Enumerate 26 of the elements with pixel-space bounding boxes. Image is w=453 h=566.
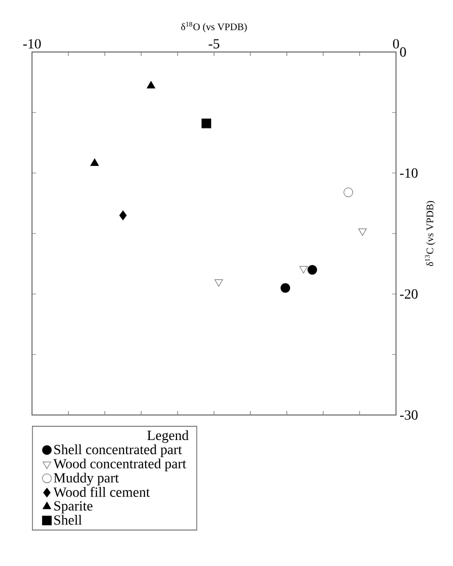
legend-label: Muddy part <box>54 472 119 486</box>
point <box>344 188 354 198</box>
y-tick-label: -30 <box>400 410 418 420</box>
legend-label: Wood concentrated part <box>53 458 186 472</box>
legend-label: Sparite <box>54 501 92 514</box>
x-axis-title: δ$^{18}$O (vs VPDB) <box>181 22 247 32</box>
point <box>299 266 308 274</box>
point <box>307 265 318 275</box>
y-tick-label: -10 <box>400 168 418 178</box>
legend-title: Legend <box>147 430 189 443</box>
point <box>90 158 99 166</box>
point <box>119 210 127 220</box>
y-tick-label: -20 <box>400 289 418 299</box>
point <box>358 228 367 236</box>
legend-label: Wood fill cement <box>53 486 150 497</box>
y-axis-title: δ$^{13}$C (vs VPDB) <box>424 201 436 266</box>
x-tick-label: 0 <box>393 39 399 48</box>
point <box>280 283 290 293</box>
x-tick-label: -10 <box>23 39 41 48</box>
point <box>214 279 223 287</box>
point <box>202 118 212 128</box>
legend-label: Shell concentrated part <box>54 444 182 458</box>
legend-label: Shell <box>54 514 82 525</box>
point <box>146 81 156 88</box>
x-tick-label: -5 <box>208 39 220 48</box>
y-tick-label: 0 <box>400 47 406 57</box>
